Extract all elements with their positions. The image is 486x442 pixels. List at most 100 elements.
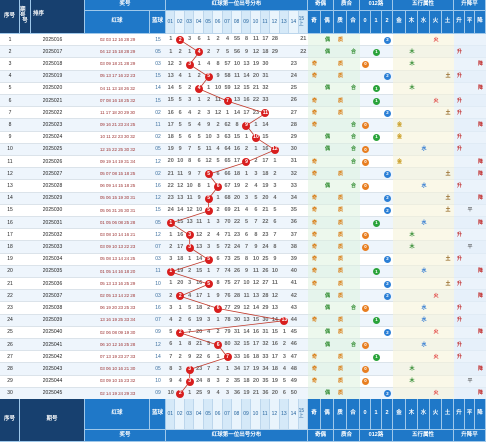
pos-miss-cell: 14 <box>271 316 278 323</box>
row-period[interactable]: 2025034 <box>42 256 63 263</box>
pos-miss-cell: 4 <box>207 60 211 67</box>
row-period[interactable]: 2025023 <box>42 121 63 128</box>
table-row[interactable] <box>0 131 486 144</box>
pos-miss-cell: 21 <box>167 170 174 177</box>
row-period[interactable]: 2025028 <box>42 182 63 189</box>
row-period[interactable]: 2025018 <box>42 60 63 67</box>
row-period[interactable]: 2025033 <box>42 243 63 250</box>
red-header[interactable]: 红球 <box>85 11 150 34</box>
row-period[interactable]: 2025042 <box>42 353 63 360</box>
tu-header-label: 土 <box>444 18 451 25</box>
trend-band <box>454 70 486 83</box>
pos-col-footer: 12 <box>270 399 280 430</box>
table-row[interactable] <box>0 46 486 59</box>
row-period[interactable]: 2025039 <box>42 317 63 324</box>
pos-miss-cell: 79 <box>224 329 231 336</box>
row-blue-number: 15 <box>155 207 161 214</box>
table-row[interactable] <box>0 192 486 205</box>
row-period[interactable]: 2025035 <box>42 268 63 275</box>
pos-miss-cell: 3 <box>216 377 220 384</box>
footer-mu: 木 <box>406 399 418 430</box>
row-period[interactable]: 2025036 <box>42 280 63 287</box>
table-row[interactable] <box>0 253 486 266</box>
pos-miss-cell: 11 <box>243 292 250 299</box>
table-row[interactable] <box>0 278 486 291</box>
pos-miss-cell <box>280 266 289 278</box>
pos-miss-cell: 20 <box>252 72 260 79</box>
pos-miss-cell: 11 <box>186 194 193 201</box>
pos-col-header: 15 上 <box>298 11 308 34</box>
pos-miss-cell: 4 <box>197 121 201 128</box>
prime-mark: 质 <box>337 195 343 202</box>
pos-miss-cell: 17 <box>271 353 278 360</box>
row-period[interactable]: 2025024 <box>42 134 63 141</box>
row-period[interactable]: 2025025 <box>42 146 63 153</box>
row-red-numbers: 09 16 21 23 24 25 <box>99 122 136 128</box>
row-period[interactable]: 2025043 <box>42 365 63 372</box>
row-period[interactable]: 2025038 <box>42 304 63 311</box>
row-period[interactable]: 2025041 <box>42 341 63 348</box>
footer-tu-label: 土 <box>444 410 451 417</box>
five-element-header-label: 五行属性 <box>411 1 434 8</box>
row-period[interactable]: 2025016 <box>42 36 63 43</box>
pos-col-footer: 14 <box>289 399 299 430</box>
row-period[interactable]: 2025022 <box>42 109 63 116</box>
row-period[interactable]: 2025045 <box>42 390 63 397</box>
odd-even-band <box>308 302 360 315</box>
pos-miss-cell: 5 <box>207 341 211 348</box>
first-position-ball: 5 <box>204 194 213 203</box>
period-header[interactable]: 期号 号 <box>20 0 31 34</box>
even-mark: 偶 <box>324 134 330 141</box>
row-period[interactable]: 2025031 <box>42 219 63 226</box>
row-period[interactable]: 2025030 <box>42 207 63 214</box>
pos-miss-cell: 49 <box>290 377 297 384</box>
table-row[interactable] <box>0 204 486 217</box>
row-period[interactable]: 2025040 <box>42 329 63 336</box>
five-element-mark: 水 <box>421 182 427 189</box>
row-serial: 18 <box>7 243 13 250</box>
pos-miss-cell: 22 <box>196 353 203 360</box>
trend-mark: 升 <box>456 280 462 287</box>
table-row[interactable] <box>0 217 486 230</box>
route-dot: 1 <box>373 219 380 227</box>
pos-miss-cell <box>280 119 289 131</box>
row-period[interactable]: 2025019 <box>42 73 63 80</box>
pos-miss-cell: 45 <box>290 329 297 336</box>
pos-miss-cell: 32 <box>290 170 297 177</box>
row-period[interactable]: 2025020 <box>42 85 63 92</box>
pos-miss-cell: 23 <box>262 231 269 238</box>
row-serial: 7 <box>8 109 12 116</box>
blue-header[interactable]: 蓝球 <box>150 11 166 34</box>
table-row[interactable] <box>0 82 486 95</box>
pos-miss-cell: 3 <box>282 353 286 360</box>
row-red-numbers: 07 13 19 23 27 33 <box>99 353 136 359</box>
row-period[interactable]: 2025021 <box>42 97 63 104</box>
table-row[interactable] <box>0 290 486 303</box>
row-period[interactable]: 2025017 <box>42 48 63 55</box>
row-period[interactable]: 2025027 <box>42 170 63 177</box>
pos-miss-cell: 5 <box>169 329 173 336</box>
row-period[interactable]: 2025032 <box>42 231 63 238</box>
row-period[interactable]: 2025029 <box>42 195 63 202</box>
row-blue-number: 02 <box>155 109 161 116</box>
table-row[interactable] <box>0 351 486 364</box>
route-mark: 2 <box>382 205 393 217</box>
row-red-numbers: 05 13 17 16 22 23 <box>99 73 136 79</box>
row-blue-number: 12 <box>155 231 161 238</box>
table-row[interactable] <box>0 70 486 83</box>
sort-toggle[interactable]: 排序 <box>31 0 85 34</box>
table-row[interactable] <box>0 265 486 278</box>
row-period[interactable]: 2025044 <box>42 378 63 385</box>
pos-miss-cell: 18 <box>271 365 278 372</box>
trend-band <box>454 143 486 156</box>
pos-col-footer: 13 <box>279 399 290 430</box>
footer-prime-comp: 质合 <box>334 430 360 442</box>
row-period[interactable]: 2025026 <box>42 158 63 165</box>
pos-miss-cell: 33 <box>290 182 297 189</box>
table-row[interactable] <box>0 34 486 47</box>
five-element-band <box>393 107 454 120</box>
serial-header[interactable]: 序号 <box>0 0 20 34</box>
pos-miss-cell <box>280 168 289 180</box>
footer-first-pos-label: 红球第一位出号分布 <box>211 431 262 438</box>
row-period[interactable]: 2025037 <box>42 292 63 299</box>
